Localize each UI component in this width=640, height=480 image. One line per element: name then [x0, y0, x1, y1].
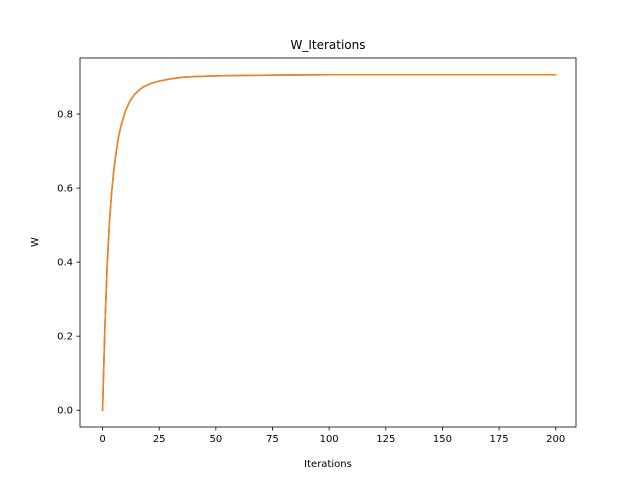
x-axis-label: Iterations — [304, 459, 352, 470]
x-tick-label: 0 — [99, 434, 105, 445]
x-tick-label: 200 — [546, 434, 565, 445]
x-tick-label: 125 — [376, 434, 395, 445]
plot-area — [80, 58, 576, 427]
y-axis-ticks: 0.0 0.2 0.4 0.6 0.8 — [57, 110, 80, 417]
y-tick-label: 0.2 — [57, 332, 73, 343]
y-axis-label: W — [30, 237, 41, 247]
x-tick-label: 50 — [209, 434, 222, 445]
x-tick-label: 75 — [266, 434, 279, 445]
y-tick-label: 0.4 — [57, 258, 73, 269]
y-tick-label: 0.6 — [57, 184, 73, 195]
series-line-2 — [101, 74, 557, 412]
x-tick-label: 100 — [320, 434, 339, 445]
y-tick-label: 0.8 — [57, 110, 73, 121]
x-axis-ticks: 0 25 50 75 100 125 150 175 200 — [99, 427, 565, 445]
plot-frame — [79, 57, 577, 428]
x-tick-label: 150 — [433, 434, 452, 445]
x-tick-label: 175 — [490, 434, 509, 445]
chart-title: W_Iterations — [290, 38, 365, 52]
y-tick-label: 0.0 — [57, 406, 73, 417]
x-tick-label: 25 — [153, 434, 166, 445]
series-layer — [101, 74, 557, 412]
